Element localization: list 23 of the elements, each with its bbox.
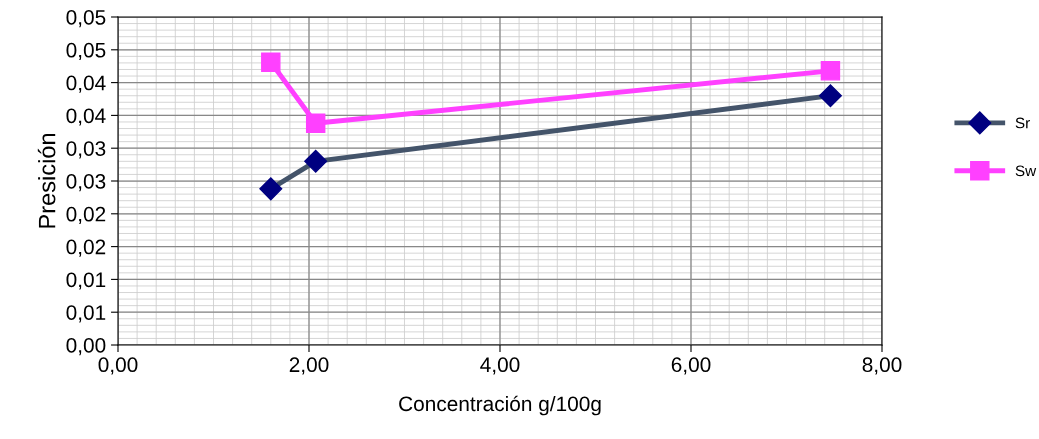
x-tick-label: 4,00 <box>480 357 520 375</box>
y-tick-label: 0,04 <box>66 108 106 126</box>
legend-label: Sw <box>1015 165 1037 177</box>
y-tick-label: 0,05 <box>66 42 106 61</box>
y-tick-label: 0,01 <box>66 272 106 290</box>
y-tick-label: 0,01 <box>66 305 106 323</box>
point <box>261 52 281 72</box>
y-axis-title: Presición <box>37 133 56 228</box>
x-tick-label: 2,00 <box>289 357 329 375</box>
point <box>820 61 841 81</box>
y-tick-label: 0,03 <box>66 141 106 159</box>
x-tick-label: 0,00 <box>98 357 138 375</box>
x-tick-label: 6,00 <box>671 357 711 375</box>
y-tick-label: 0,05 <box>66 10 106 28</box>
point <box>305 113 326 133</box>
y-tick-label: 0,04 <box>66 75 106 93</box>
legend-label: Sr <box>1015 117 1030 129</box>
y-tick-label: 0,02 <box>66 206 106 225</box>
y-tick-label: 0,00 <box>66 338 106 356</box>
y-tick-label: 0,03 <box>66 174 106 192</box>
x-axis-title: Concentración g/100g <box>399 395 601 416</box>
x-tick-label: 8,00 <box>862 357 902 375</box>
y-tick-label: 0,02 <box>66 239 106 257</box>
